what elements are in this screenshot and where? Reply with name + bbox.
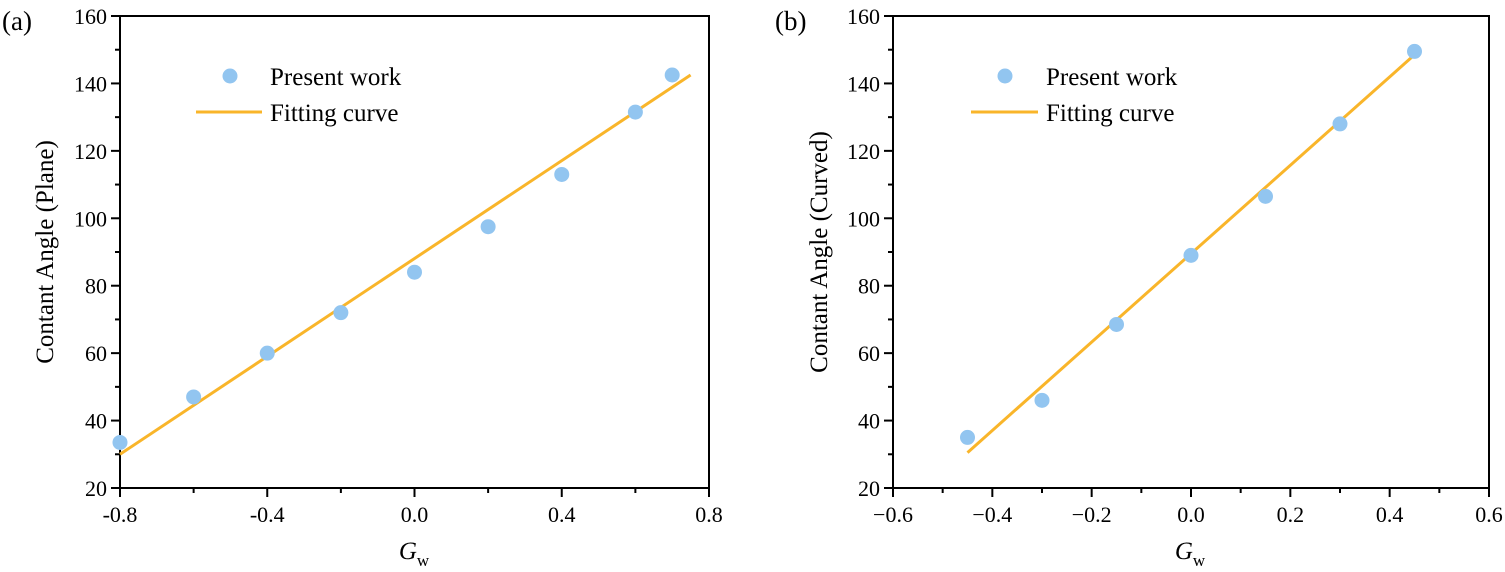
panel-a-legend-present-work: Present work — [270, 64, 402, 91]
panel-b-x-tick-label: −0.6 — [873, 502, 913, 527]
panel-a-data-point — [627, 104, 643, 120]
panel-b-y-tick-label: 160 — [847, 4, 880, 29]
panel-b-curved: (b) −0.6 −0.4 −0.2 0.0 0.2 0.4 0.6 20 40 60 80 100… — [775, 4, 1503, 570]
panel-a-x-tick-label: 0.8 — [695, 502, 723, 527]
panel-b-data-point — [1258, 188, 1273, 204]
panel-b-x-tick-label: −0.4 — [972, 502, 1012, 527]
panel-a-legend: Present work Fitting curve — [196, 64, 402, 127]
panel-b-legend-present-work: Present work — [1046, 64, 1178, 91]
panel-a-data-point — [407, 264, 422, 280]
panel-b-y-axis-title: Contant Angle (Curved) — [806, 131, 833, 373]
panel-a-y-ticks: 20 40 60 80 100 120 140 160 — [74, 4, 120, 501]
panel-b-data-point — [1109, 316, 1124, 332]
panel-b-y-tick-label: 40 — [858, 409, 880, 434]
panel-a-data-point — [259, 345, 275, 361]
panel-b-x-tick-label: 0.6 — [1475, 502, 1503, 527]
panel-a-plot-frame — [119, 15, 710, 489]
panel-a-data-point — [186, 389, 202, 405]
panel-b-label: (b) — [775, 6, 806, 36]
panel-a-x-tick-label: -0.4 — [250, 502, 285, 527]
panel-b-y-tick-label: 100 — [847, 206, 880, 231]
panel-b-series — [960, 43, 1422, 454]
panel-a-data-point — [333, 305, 349, 321]
panel-a-y-axis-title: Contant Angle (Plane) — [32, 140, 59, 364]
panel-b-y-tick-label: 120 — [847, 139, 880, 164]
panel-b-x-axis-title-main: G — [1175, 538, 1193, 565]
panel-b-y-tick-label: 140 — [847, 71, 880, 96]
panel-a-legend-fitting-curve: Fitting curve — [270, 100, 398, 127]
panel-b-data-point — [1183, 247, 1199, 263]
panel-a-x-tick-label: -0.8 — [103, 502, 138, 527]
panel-a-y-tick-label: 140 — [74, 71, 107, 96]
panel-a-x-tick-label: 0.0 — [401, 502, 429, 527]
panel-a-data-point — [480, 219, 496, 235]
panel-a-y-tick-label: 40 — [85, 409, 107, 434]
panel-b-y-ticks: 20 40 60 80 100 120 140 160 — [847, 4, 893, 501]
panel-a-y-tick-label: 120 — [74, 139, 107, 164]
panel-b-data-point — [1034, 392, 1050, 408]
panel-b-x-axis-title-sub: w — [1193, 551, 1206, 570]
panel-b-x-ticks: −0.6 −0.4 −0.2 0.0 0.2 0.4 0.6 — [873, 488, 1503, 527]
panel-b-data-point — [960, 429, 975, 445]
panel-b-data-point — [1332, 116, 1348, 132]
panel-a-label: (a) — [2, 6, 32, 36]
panel-b-data-point — [1407, 43, 1422, 59]
panel-a-x-axis-title: Gw — [399, 538, 430, 570]
panel-a-fitting-curve-line — [119, 73, 692, 456]
panel-a-data-point — [554, 166, 570, 182]
panel-b-y-tick-label: 60 — [858, 341, 880, 366]
panel-a-data-point — [112, 434, 128, 450]
panel-a-x-axis-title-main: G — [399, 538, 417, 565]
panel-b-x-tick-label: −0.2 — [1072, 502, 1112, 527]
panel-a-series — [112, 67, 692, 456]
panel-b-legend: Present work Fitting curve — [971, 64, 1178, 127]
panel-a-y-tick-label: 80 — [85, 274, 107, 299]
panel-b-legend-marker — [997, 68, 1013, 84]
panel-a-x-tick-label: 0.4 — [548, 502, 576, 527]
panel-a-x-axis-title-sub: w — [417, 551, 430, 570]
panel-a-y-tick-label: 160 — [74, 4, 107, 29]
panel-a-data-point — [664, 67, 680, 83]
panel-a-plane: (a) -0.8 -0.4 0.0 0.4 0.8 20 40 60 80 100 120 140 1… — [2, 4, 723, 570]
panel-b-x-axis-title: Gw — [1175, 538, 1206, 570]
panel-b-x-tick-label: 0.0 — [1177, 502, 1205, 527]
panel-a-y-tick-label: 60 — [85, 341, 107, 366]
panel-b-x-tick-label: 0.2 — [1277, 502, 1305, 527]
panel-a-y-tick-label: 100 — [74, 206, 107, 231]
panel-a-x-ticks: -0.8 -0.4 0.0 0.4 0.8 — [103, 488, 723, 527]
panel-b-x-tick-label: 0.4 — [1376, 502, 1404, 527]
panel-a-legend-marker — [222, 68, 238, 84]
panel-b-y-tick-label: 80 — [858, 274, 880, 299]
panel-b-legend-fitting-curve: Fitting curve — [1046, 100, 1174, 127]
panel-b-y-tick-label: 20 — [858, 476, 880, 501]
panel-a-y-tick-label: 20 — [85, 476, 107, 501]
